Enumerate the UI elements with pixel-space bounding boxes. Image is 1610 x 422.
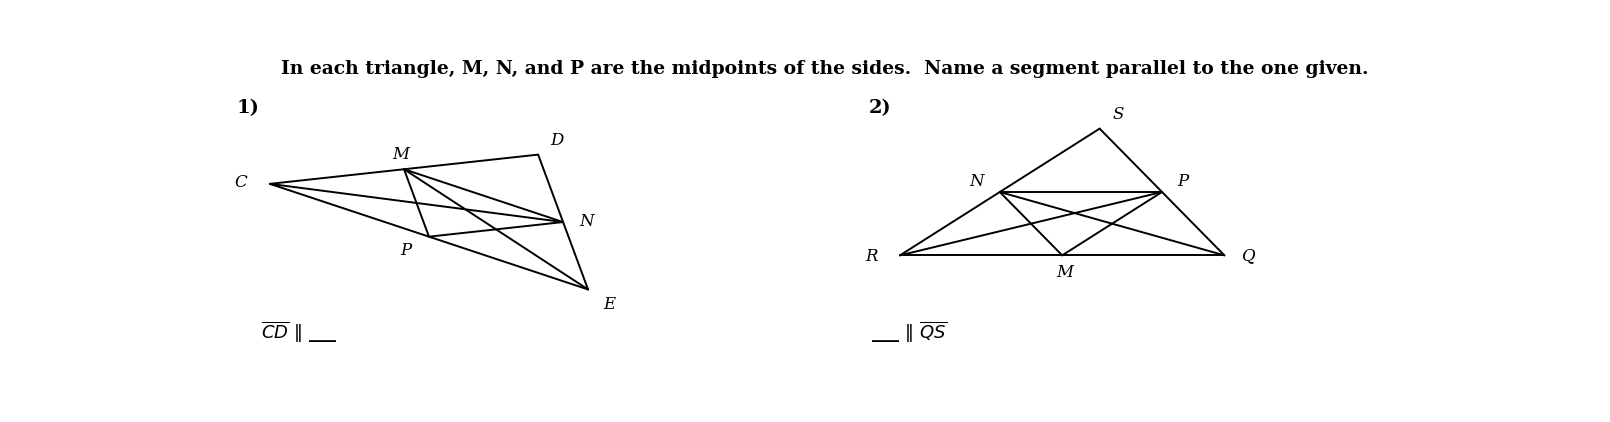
Text: 2): 2) <box>869 99 892 117</box>
Text: P: P <box>401 241 412 259</box>
Text: S: S <box>1113 106 1124 123</box>
Text: 1): 1) <box>237 99 259 117</box>
Text: In each triangle, M, N, and P are the midpoints of the sides.  Name a segment pa: In each triangle, M, N, and P are the mi… <box>282 60 1368 78</box>
Text: D: D <box>551 133 563 149</box>
Text: N: N <box>969 173 984 190</box>
Text: Q: Q <box>1241 247 1256 265</box>
Text: P: P <box>1177 173 1188 190</box>
Text: N: N <box>580 213 594 230</box>
Text: M: M <box>1056 265 1074 281</box>
Text: ___ $\|$ $\overline{QS}$: ___ $\|$ $\overline{QS}$ <box>871 319 947 345</box>
Text: $\overline{CD}$ $\|$ ___: $\overline{CD}$ $\|$ ___ <box>261 319 338 345</box>
Text: R: R <box>865 247 877 265</box>
Text: C: C <box>235 174 248 191</box>
Text: E: E <box>604 296 615 313</box>
Text: M: M <box>391 146 409 163</box>
